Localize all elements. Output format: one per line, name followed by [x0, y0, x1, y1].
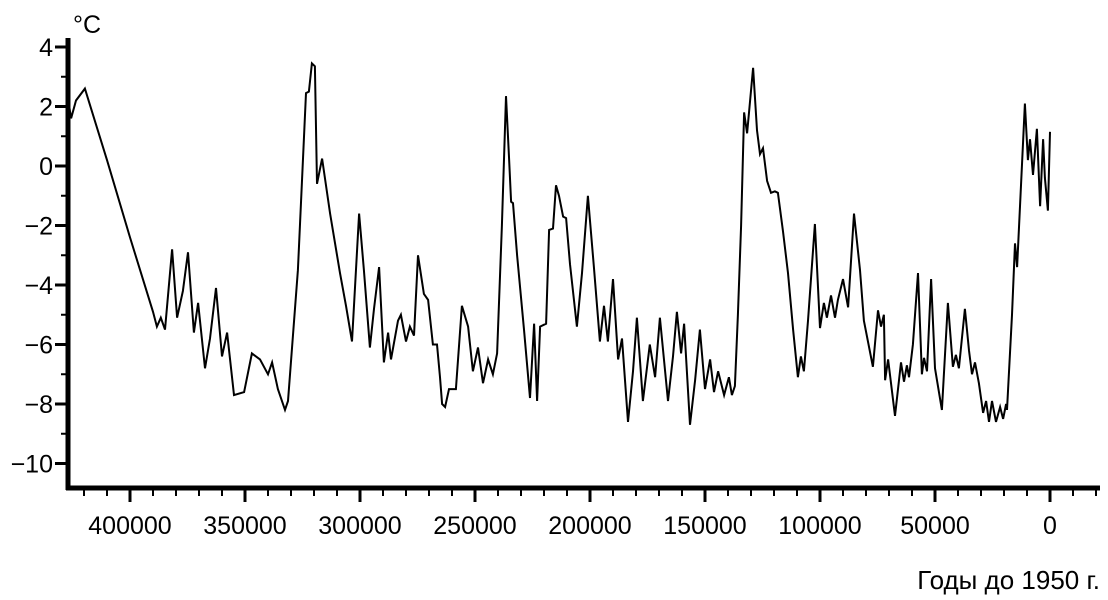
- y-axis-unit-label: °C: [73, 11, 101, 39]
- x-tick-label: 100000: [778, 512, 861, 540]
- x-tick-label: 200000: [548, 512, 631, 540]
- y-tick-label: 2: [39, 94, 53, 122]
- y-tick-label: −6: [24, 332, 53, 360]
- x-tick-label: 150000: [663, 512, 746, 540]
- y-tick-label: −4: [24, 272, 53, 300]
- y-tick-label: 0: [39, 153, 53, 181]
- y-tick-label: −8: [24, 391, 53, 419]
- y-tick-label: 4: [39, 34, 53, 62]
- chart-generated-layer: 4 2 0 −2 −4 −6 −8 −10 400000 350000 300000 250000 20…: [11, 34, 1100, 540]
- x-tick-label: 0: [1043, 512, 1057, 540]
- x-axis-title: Годы до 1950 г.: [917, 565, 1100, 595]
- x-tick-label: 300000: [318, 512, 401, 540]
- x-tick-label: 400000: [88, 512, 171, 540]
- x-tick-label: 50000: [900, 512, 970, 540]
- y-tick-label: −2: [24, 213, 53, 241]
- y-tick-label: −10: [11, 451, 53, 479]
- temperature-line: [66, 61, 1051, 425]
- x-tick-label: 350000: [203, 512, 286, 540]
- x-tick-label: 250000: [433, 512, 516, 540]
